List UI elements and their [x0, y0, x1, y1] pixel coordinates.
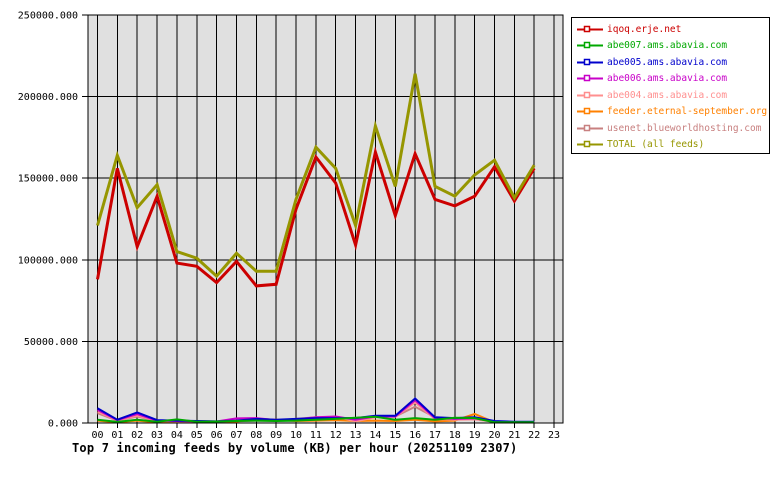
legend-item-usenet-blueworldhosting-com: usenet.blueworldhosting.com [572, 120, 769, 137]
y-tick-label: 200000.000 [18, 92, 78, 103]
x-tick-label: 18 [449, 430, 461, 441]
legend-item-abe007-ams-abavia-com: abe007.ams.abavia.com [572, 38, 769, 55]
legend-line-marker-icon [577, 141, 603, 148]
y-tick-label: 50000.000 [24, 337, 78, 348]
x-tick-label: 22 [528, 430, 540, 441]
plot-area [88, 15, 563, 423]
series-line-total-all-feeds- [96, 73, 536, 279]
x-tick-label: 00 [91, 430, 103, 441]
x-tick-label: 16 [409, 430, 421, 441]
legend-line-marker-icon [577, 42, 603, 49]
series-group [96, 73, 536, 424]
x-tick-label: 06 [211, 430, 223, 441]
legend-box: iqoq.erje.net abe007.ams.abavia.com abe005… [571, 17, 770, 154]
x-tick-label: 21 [508, 430, 520, 441]
x-tick-label: 15 [389, 430, 401, 441]
series-line-abe007-ams-abavia-com [97, 415, 535, 424]
x-tick-label: 23 [548, 430, 560, 441]
legend-line-marker-icon [577, 108, 603, 115]
legend-label: usenet.blueworldhosting.com [607, 122, 762, 134]
y-tick-label: 250000.000 [18, 11, 78, 22]
x-tick-label: 10 [290, 430, 302, 441]
x-tick-label: 08 [250, 430, 262, 441]
x-tick-label: 17 [429, 430, 441, 441]
axes-group [82, 14, 564, 428]
legend-label: abe004.ams.abavia.com [607, 89, 728, 101]
legend-item-abe005-ams-abavia-com: abe005.ams.abavia.com [572, 54, 769, 71]
legend-label: feeder.eternal-september.org [607, 106, 768, 117]
plot-border [87, 14, 564, 424]
legend-label: TOTAL (all feeds) [607, 139, 705, 150]
legend-line-marker-icon [577, 75, 603, 82]
legend-label: iqoq.erje.net [607, 23, 682, 35]
y-tick-label: 100000.000 [18, 255, 78, 266]
y-tick-label: 0.000 [48, 419, 78, 430]
x-tick-label: 07 [230, 430, 242, 441]
x-tick-label: 02 [131, 430, 143, 441]
plot-background-group [88, 15, 563, 423]
x-tick-label: 01 [111, 430, 123, 441]
x-tick-label: 13 [350, 430, 362, 441]
x-tick-label: 12 [330, 430, 342, 441]
legend-item-feeder-eternal-september-org: feeder.eternal-september.org [572, 104, 769, 121]
legend-item-abe004-ams-abavia-com: abe004.ams.abavia.com [572, 87, 769, 104]
gridlines-group [88, 14, 563, 424]
x-tick-label: 14 [369, 430, 381, 441]
x-tick-label: 19 [469, 430, 481, 441]
x-tick-label: 09 [270, 430, 282, 441]
x-tick-label: 04 [171, 430, 183, 441]
series-line-iqoq-erje-net [96, 146, 536, 288]
x-tick-label: 20 [488, 430, 500, 441]
legend-line-marker-icon [577, 58, 603, 65]
x-tick-label: 03 [151, 430, 163, 441]
legend-item-abe006-ams-abavia-com: abe006.ams.abavia.com [572, 71, 769, 88]
legend-item-iqoq-erje-net: iqoq.erje.net [572, 21, 769, 38]
legend-line-marker-icon [577, 25, 603, 32]
chart-title: Top 7 incoming feeds by volume (KB) per … [72, 441, 518, 455]
legend-label: abe007.ams.abavia.com [607, 40, 728, 51]
legend-line-marker-icon [577, 124, 603, 131]
legend-label: abe005.ams.abavia.com [607, 56, 728, 68]
legend-line-marker-icon [577, 91, 603, 98]
y-tick-label: 150000.000 [18, 174, 78, 185]
legend-item-total-all-feeds-: TOTAL (all feeds) [572, 137, 769, 154]
legend-label: abe006.ams.abavia.com [607, 73, 728, 84]
axis-labels-group: 0.000 50000.000 100000.000 150000.000 200000… [18, 11, 560, 442]
x-tick-label: 05 [191, 430, 203, 441]
x-tick-label: 11 [310, 430, 322, 441]
